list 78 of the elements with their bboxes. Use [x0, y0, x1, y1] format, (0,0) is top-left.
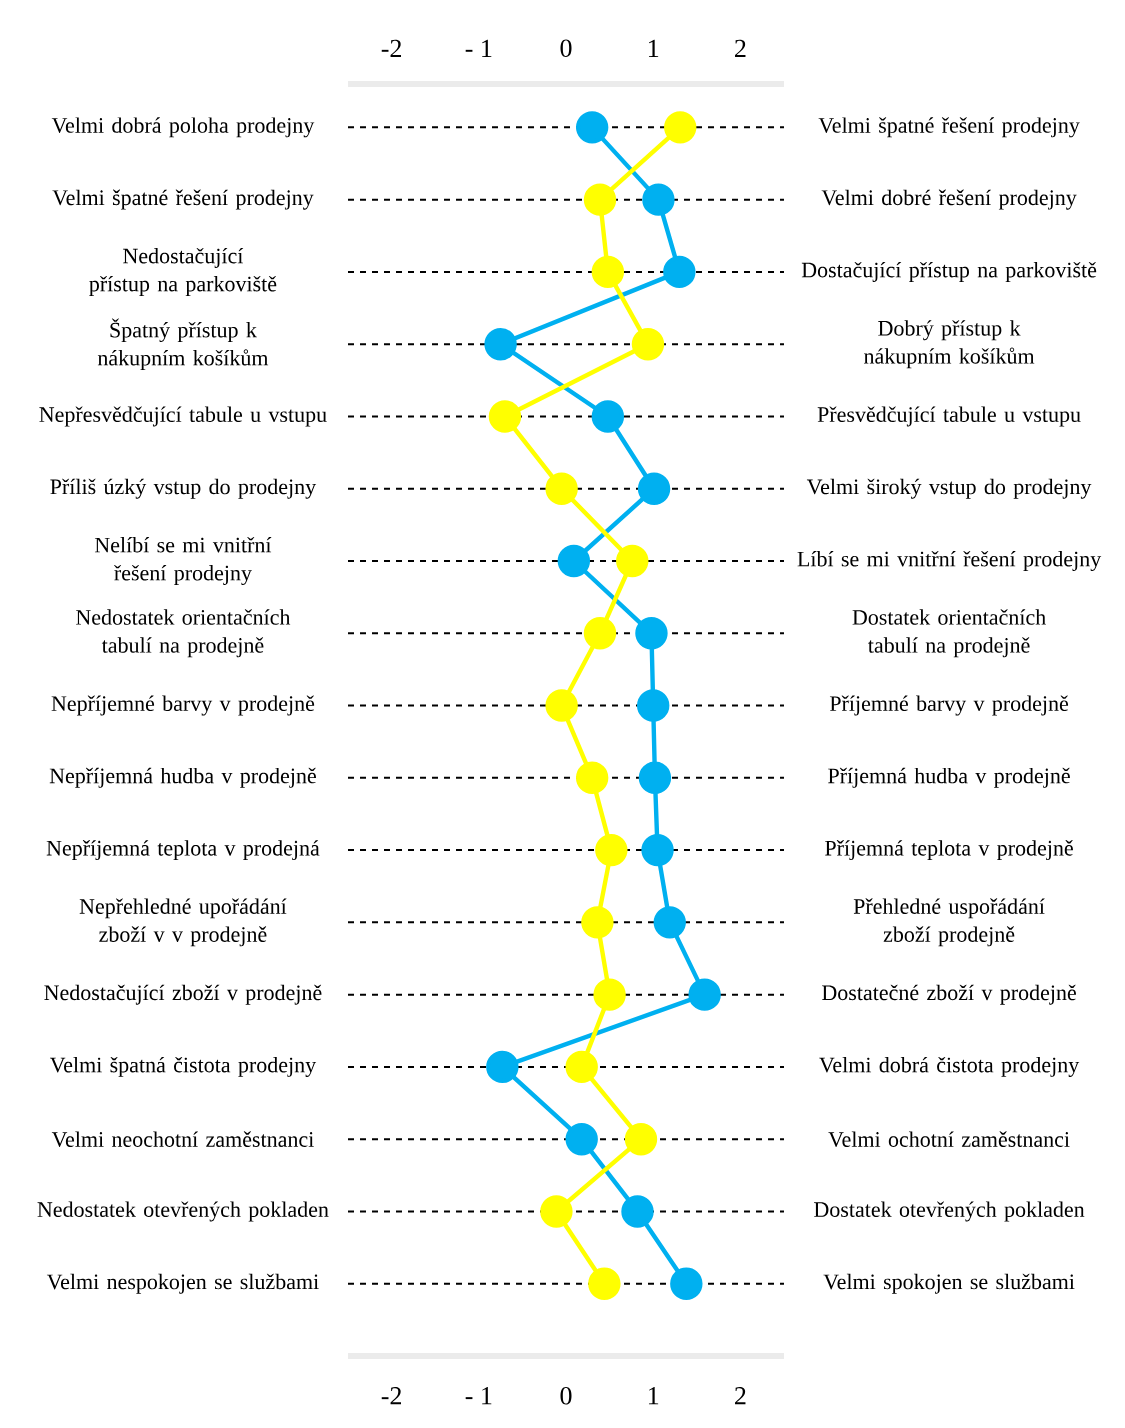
x-tick-label: -2 — [381, 39, 402, 57]
point — [621, 1195, 654, 1228]
point — [557, 544, 591, 578]
point — [663, 255, 696, 289]
x2-tick-label: 0 — [560, 1387, 572, 1405]
point — [565, 1122, 598, 1156]
point — [664, 111, 697, 144]
y-tick-label: Nepříjemná teplota v prodejná — [46, 840, 320, 861]
y2-tick-label: Velmi spokojen se službami — [823, 1273, 1075, 1294]
point — [593, 978, 626, 1011]
point — [635, 617, 668, 650]
y2-tick-label: Dostatečné zboží v prodejně — [822, 984, 1076, 1005]
y2-tick-label: Příjemné barvy v prodejně — [829, 695, 1069, 716]
y2-tick-label: Přehledné uspořádání zboží prodejně — [853, 898, 1045, 947]
y2-tick-label: Dostačující přístup na parkoviště — [801, 261, 1097, 282]
point — [583, 617, 617, 650]
x2-tick-label: 2 — [735, 1387, 746, 1405]
y2-tick-label: Dobrý přístup k nákupním košíkům — [864, 320, 1035, 369]
point — [631, 327, 665, 361]
point — [591, 400, 625, 433]
point — [575, 111, 609, 144]
point — [595, 833, 628, 867]
point — [653, 906, 686, 939]
y2-tick-label: Velmi dobré řešení prodejny — [821, 189, 1077, 210]
point — [581, 906, 614, 939]
y-tick-label: Nelíbí se mi vnitřní řešení prodejny — [94, 536, 272, 586]
y-tick-label: Nepříjemná hudba v prodejně — [49, 767, 316, 788]
y-tick-label: Nepřehledné upořádání zboží v v prodejně — [79, 898, 287, 947]
point — [545, 472, 578, 505]
point — [591, 255, 625, 289]
y-tick-label: Velmi neochotní zaměstnanci — [51, 1131, 314, 1148]
point — [636, 689, 670, 722]
y2-tick-label: Velmi široký vstup do prodejny — [806, 478, 1092, 499]
point — [637, 472, 671, 505]
point — [545, 689, 578, 722]
point — [583, 183, 617, 216]
point — [575, 761, 609, 795]
point — [488, 400, 522, 433]
y-tick-label: Velmi nespokojen se službami — [46, 1273, 319, 1294]
x-tick-label: 1 — [648, 39, 659, 57]
point — [486, 1050, 519, 1084]
x2-tick-label: -2 — [381, 1387, 401, 1405]
y-tick-label: Nedostatek orientačních tabulí na prodejně — [76, 609, 291, 658]
x-tick-label: 2 — [735, 39, 746, 57]
y-tick-label: Velmi špatná čistota prodejny — [49, 1056, 317, 1077]
point — [588, 1267, 621, 1300]
y2-tick-label: Příjemná teplota v prodejně — [825, 840, 1073, 861]
x2-tick-label: 1 — [648, 1387, 659, 1405]
point — [688, 978, 721, 1011]
point — [638, 761, 672, 795]
y2-tick-label: Dostatek otevřených pokladen — [814, 1201, 1085, 1222]
y2-tick-label: Příjemná hudba v prodejně — [828, 767, 1070, 788]
point — [670, 1267, 703, 1300]
y-tick-label: Příliš úzký vstup do prodejny — [50, 478, 317, 499]
x-tick-label: - 1 — [465, 39, 492, 57]
y-tick-label: Nedostačující přístup na parkoviště — [89, 247, 277, 296]
y-tick-label: Velmi špatné řešení prodejny — [52, 189, 314, 210]
point — [484, 327, 517, 361]
x-tick-label: 0 — [560, 39, 572, 57]
y2-tick-label: Velmi ochotní zaměstnanci — [828, 1131, 1070, 1148]
point — [641, 833, 674, 867]
point — [565, 1050, 598, 1084]
y-tick-label: Nepříjemné barvy v prodejně — [51, 695, 315, 716]
y-tick-label: Velmi dobrá poloha prodejny — [51, 117, 315, 138]
y2-tick-label: Velmi špatné řešení prodejny — [818, 117, 1080, 138]
y-tick-label: Nepřesvědčující tabule u vstupu — [39, 406, 327, 427]
point — [616, 544, 649, 578]
y2-tick-label: Přesvědčující tabule u vstupu — [817, 406, 1081, 427]
y2-tick-label: Dostatek orientačních tabulí na prodejně — [852, 609, 1046, 658]
point — [624, 1122, 658, 1156]
point — [540, 1195, 573, 1228]
x2-tick-label: - 1 — [465, 1387, 492, 1405]
y2-tick-label: Líbí se mi vnitřní řešení prodejny — [797, 550, 1102, 572]
y-tick-label: Špatný přístup k nákupním košíkům — [97, 318, 269, 370]
y2-tick-label: Velmi dobrá čistota prodejny — [819, 1056, 1080, 1077]
point — [642, 183, 675, 216]
y-tick-label: Nedostačující zboží v prodejně — [44, 984, 322, 1005]
y-tick-label: Nedostatek otevřených pokladen — [37, 1201, 329, 1222]
